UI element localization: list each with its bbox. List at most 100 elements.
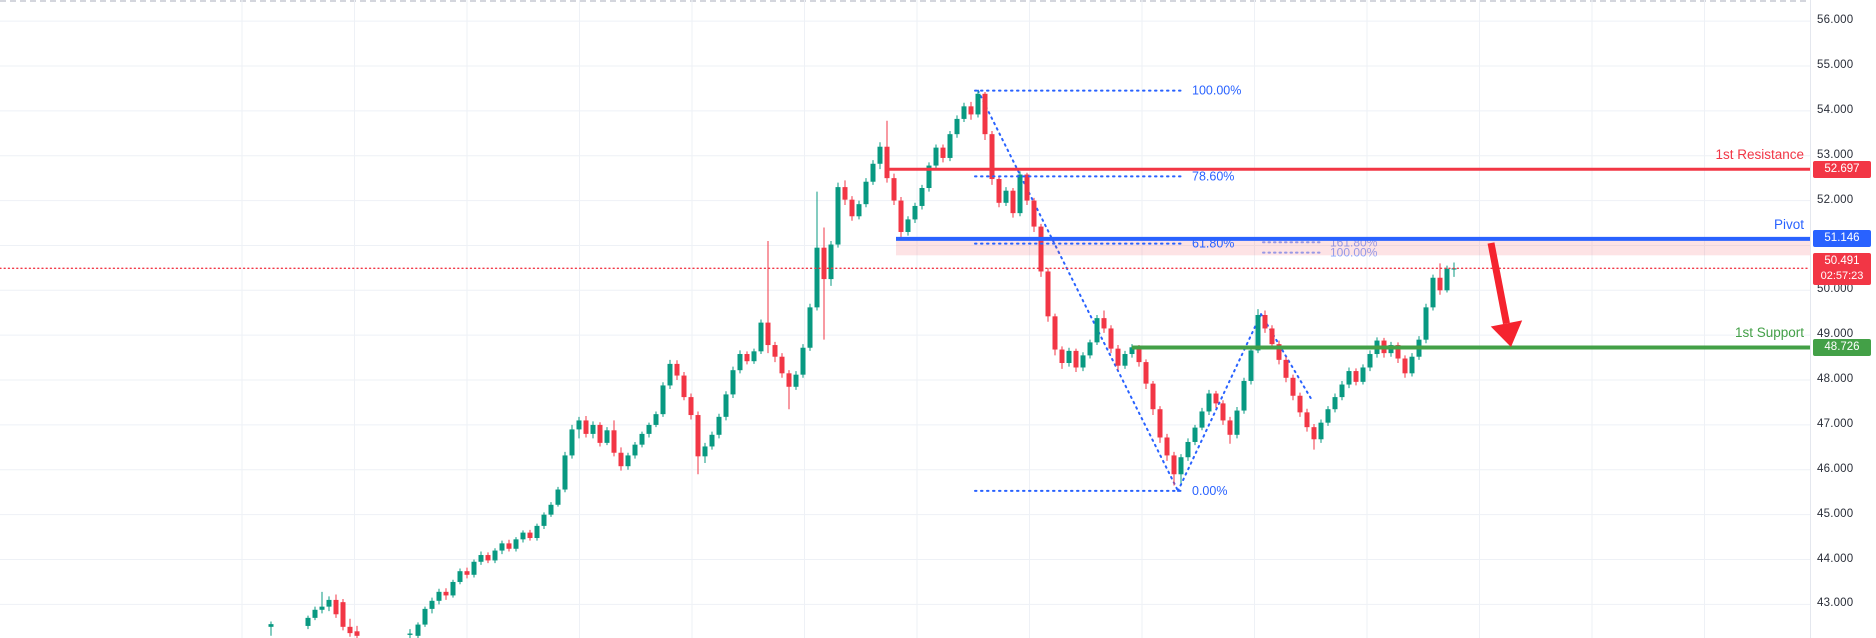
candle xyxy=(436,588,442,605)
candle xyxy=(1423,303,1429,344)
candle xyxy=(1325,406,1331,426)
candle xyxy=(758,319,764,355)
price-tick: 55.000 xyxy=(1817,58,1854,71)
candle xyxy=(877,142,883,170)
candle xyxy=(793,371,799,390)
candle xyxy=(1122,350,1128,369)
candle xyxy=(849,196,855,221)
candle xyxy=(660,382,666,417)
candle xyxy=(1178,454,1184,484)
pivot-label: Pivot xyxy=(1773,216,1804,232)
candle xyxy=(807,303,813,351)
candle xyxy=(723,391,729,421)
candle xyxy=(492,548,498,564)
candle xyxy=(471,559,477,578)
candle xyxy=(1010,188,1016,218)
candle xyxy=(772,341,778,363)
candle xyxy=(821,227,827,340)
candle xyxy=(429,597,435,614)
candle xyxy=(415,622,421,638)
price-tick: 50.000 xyxy=(1817,283,1854,296)
candle xyxy=(905,216,911,236)
fib-level-label: 0.00% xyxy=(1192,484,1227,498)
chart-top-border xyxy=(0,0,1876,2)
candle xyxy=(1017,171,1023,217)
candle xyxy=(1031,197,1037,232)
down-arrow-drawing[interactable] xyxy=(1487,242,1523,347)
candle xyxy=(1206,389,1212,416)
current-price-tag: 50.491 02:57:23 xyxy=(1813,253,1871,286)
resistance-label: 1st Resistance xyxy=(1715,147,1804,163)
candle xyxy=(597,422,603,447)
candle xyxy=(1227,416,1233,444)
candle xyxy=(478,551,484,565)
candle xyxy=(639,431,645,448)
candle xyxy=(1269,325,1275,349)
price-tick: 44.000 xyxy=(1817,552,1854,565)
candle xyxy=(1395,342,1401,363)
fib-level-label: 78.60% xyxy=(1192,169,1234,183)
candle xyxy=(590,421,596,439)
price-tick: 53.000 xyxy=(1817,148,1854,161)
candle xyxy=(1276,340,1282,365)
candle xyxy=(1290,374,1296,401)
current-price-value: 50.491 xyxy=(1824,255,1860,268)
chart-canvas[interactable]: 161.80%100.00%100.00%78.60%61.80%0.00% xyxy=(0,0,1810,638)
candle xyxy=(555,486,561,507)
candle xyxy=(646,422,652,438)
fib-retracement-a[interactable]: 100.00% 78.60% 61.80% 0.00% xyxy=(974,84,1241,498)
candle xyxy=(1087,339,1093,359)
candle xyxy=(1052,313,1058,356)
candle xyxy=(583,415,589,438)
candle xyxy=(422,606,428,627)
price-tick: 46.000 xyxy=(1817,462,1854,475)
resistance-price-tag: 52.697 xyxy=(1813,160,1871,178)
candle xyxy=(1080,352,1086,372)
pivot-zone-band[interactable] xyxy=(896,238,1810,256)
candle xyxy=(842,180,848,206)
candle xyxy=(695,411,701,475)
candle xyxy=(1003,187,1009,206)
candle xyxy=(485,552,491,564)
candle xyxy=(1108,325,1114,354)
candle xyxy=(604,427,610,446)
candle xyxy=(1451,262,1457,277)
candle xyxy=(688,393,694,420)
candle xyxy=(569,424,575,459)
candle xyxy=(912,202,918,224)
candle xyxy=(499,540,505,555)
fib-level-label: 100.00% xyxy=(1192,84,1241,98)
candle xyxy=(1353,368,1359,386)
candle xyxy=(982,91,988,140)
candle xyxy=(268,621,274,636)
candle xyxy=(856,200,862,220)
candle xyxy=(464,567,470,579)
candle xyxy=(1430,274,1436,311)
fib-level-label: 100.00% xyxy=(1330,246,1378,260)
candle xyxy=(730,366,736,398)
candle xyxy=(1115,345,1121,371)
candle xyxy=(354,625,360,638)
candle xyxy=(548,502,554,517)
candle xyxy=(1073,348,1079,372)
price-tick: 56.000 xyxy=(1817,14,1854,27)
candle xyxy=(443,588,449,600)
candle xyxy=(1199,407,1205,431)
candle xyxy=(975,90,981,118)
candle xyxy=(884,120,890,183)
candle xyxy=(961,102,967,123)
candle xyxy=(632,441,638,459)
price-tick: 54.000 xyxy=(1817,103,1854,116)
candle xyxy=(681,371,687,401)
candle xyxy=(1409,353,1415,377)
candle xyxy=(1234,406,1240,439)
candle xyxy=(520,530,526,543)
candle xyxy=(1150,380,1156,416)
candle xyxy=(305,615,311,630)
candle xyxy=(751,348,757,364)
candle xyxy=(527,529,533,541)
candle xyxy=(333,594,339,618)
price-axis[interactable]: 56.00055.00054.00053.00052.00051.00050.0… xyxy=(1810,0,1876,638)
candle xyxy=(863,178,869,208)
candle xyxy=(870,160,876,185)
